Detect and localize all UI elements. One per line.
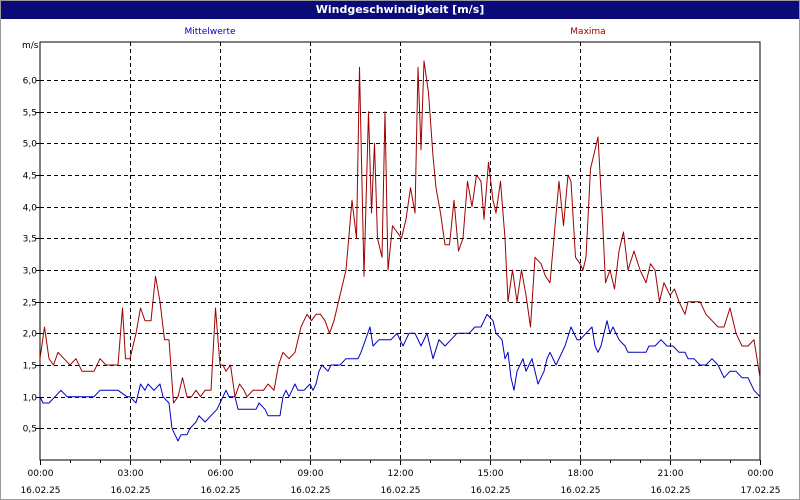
x-tick-time: 00:00 [748, 469, 774, 479]
x-tick-date: 16.02.25 [200, 486, 240, 496]
y-tick-label: 4,5 [23, 172, 37, 182]
y-tick-label: 5,0 [23, 140, 38, 150]
y-tick-label: 2,5 [23, 299, 37, 309]
legend-maxima: Maxima [570, 27, 605, 37]
x-tick-date: 17.02.25 [740, 486, 780, 496]
series-line-mittelwerte [39, 313, 761, 442]
x-tick-time: 06:00 [208, 469, 234, 479]
series-line-maxima [39, 60, 761, 404]
x-tick-time: 12:00 [388, 469, 414, 479]
x-tick-date: 16.02.25 [650, 486, 690, 496]
y-tick-label: 1,0 [23, 394, 38, 404]
x-tick-time: 09:00 [298, 469, 324, 479]
x-tick-time: 00:00 [28, 469, 54, 479]
x-tick-date: 16.02.25 [380, 486, 420, 496]
x-tick-date: 16.02.25 [290, 486, 330, 496]
y-tick-label: 2,0 [23, 330, 38, 340]
y-tick-label: 4,0 [23, 204, 38, 214]
x-tick-time: 21:00 [658, 469, 684, 479]
y-tick-label: 1,5 [23, 362, 37, 372]
x-tick-date: 16.02.25 [20, 486, 60, 496]
x-tick-date: 16.02.25 [560, 486, 600, 496]
x-tick-time: 15:00 [478, 469, 504, 479]
y-tick-label: 3,0 [23, 267, 38, 277]
x-tick-time: 18:00 [568, 469, 594, 479]
x-tick-date: 16.02.25 [470, 486, 510, 496]
y-axis-label: m/s [22, 41, 39, 51]
y-tick-label: 5,5 [23, 109, 37, 119]
y-tick-label: 6,0 [23, 77, 38, 87]
x-tick-time: 03:00 [118, 469, 144, 479]
x-tick-date: 16.02.25 [110, 486, 150, 496]
legend-mittelwerte: Mittelwerte [184, 27, 235, 37]
chart-title: Windgeschwindigkeit [m/s] [1, 1, 799, 19]
y-tick-label: 0,5 [23, 425, 37, 435]
y-tick-label: 3,5 [23, 235, 37, 245]
